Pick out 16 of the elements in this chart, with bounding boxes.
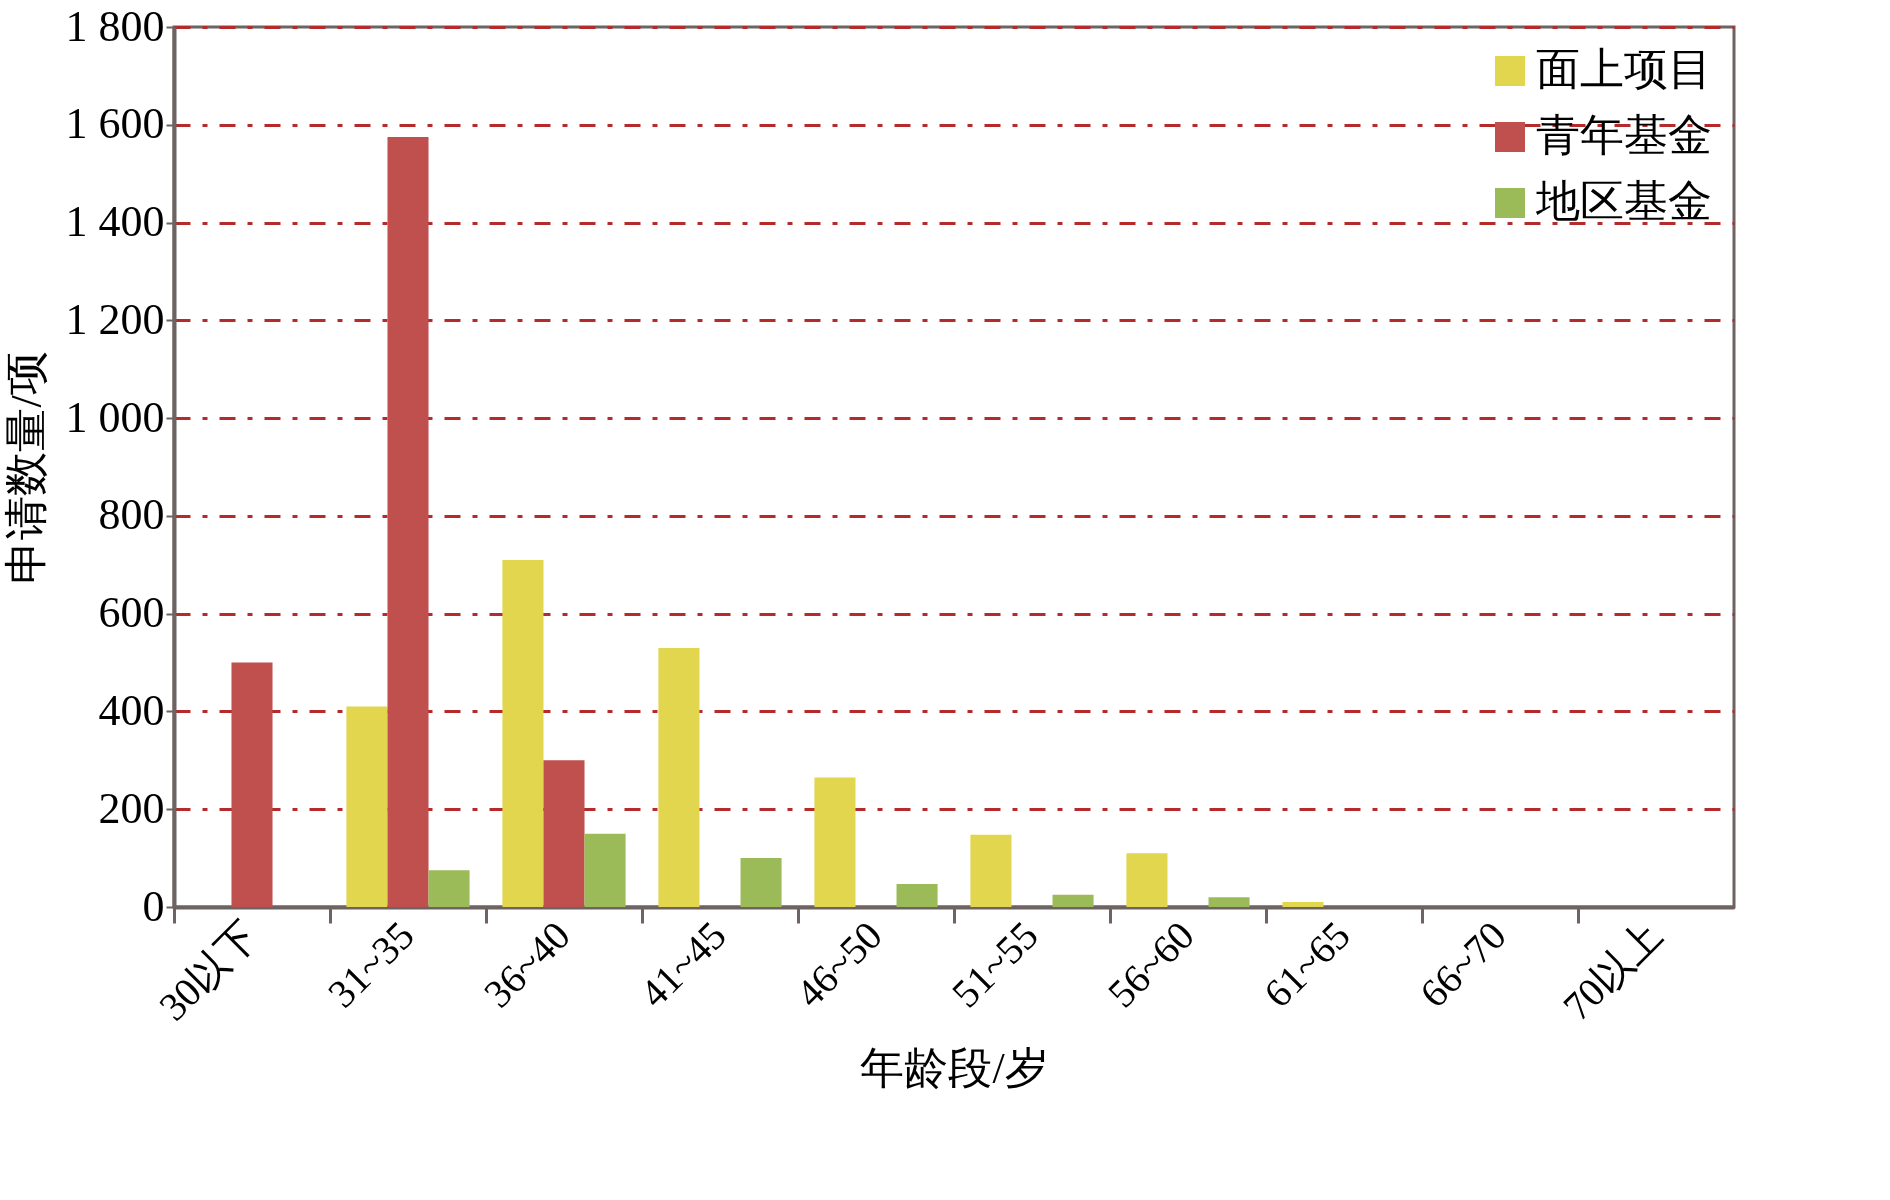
x-tick-label: 70以上 [1554, 912, 1671, 1030]
x-axis-title: 年龄段/岁 [860, 1044, 1049, 1094]
y-tick-label: 200 [98, 783, 165, 833]
y-tick-label: 0 [142, 881, 165, 931]
y-tick-label: 1 400 [65, 197, 165, 247]
y-tick-label: 1 200 [65, 294, 165, 344]
y-tick-label: 800 [98, 490, 165, 540]
y-tick-label: 1 800 [65, 1, 165, 51]
y-tick-label: 1 600 [65, 99, 165, 149]
y-tick-label: 400 [98, 685, 165, 735]
y-tick-label: 600 [98, 588, 165, 638]
legend-label: 青年基金 [1536, 111, 1712, 160]
y-tick-label: 1 000 [65, 392, 165, 442]
legend-label: 地区基金 [1535, 177, 1712, 226]
legend-label: 面上项目 [1536, 45, 1712, 94]
y-axis-title: 申请数量/项 [1, 351, 51, 584]
